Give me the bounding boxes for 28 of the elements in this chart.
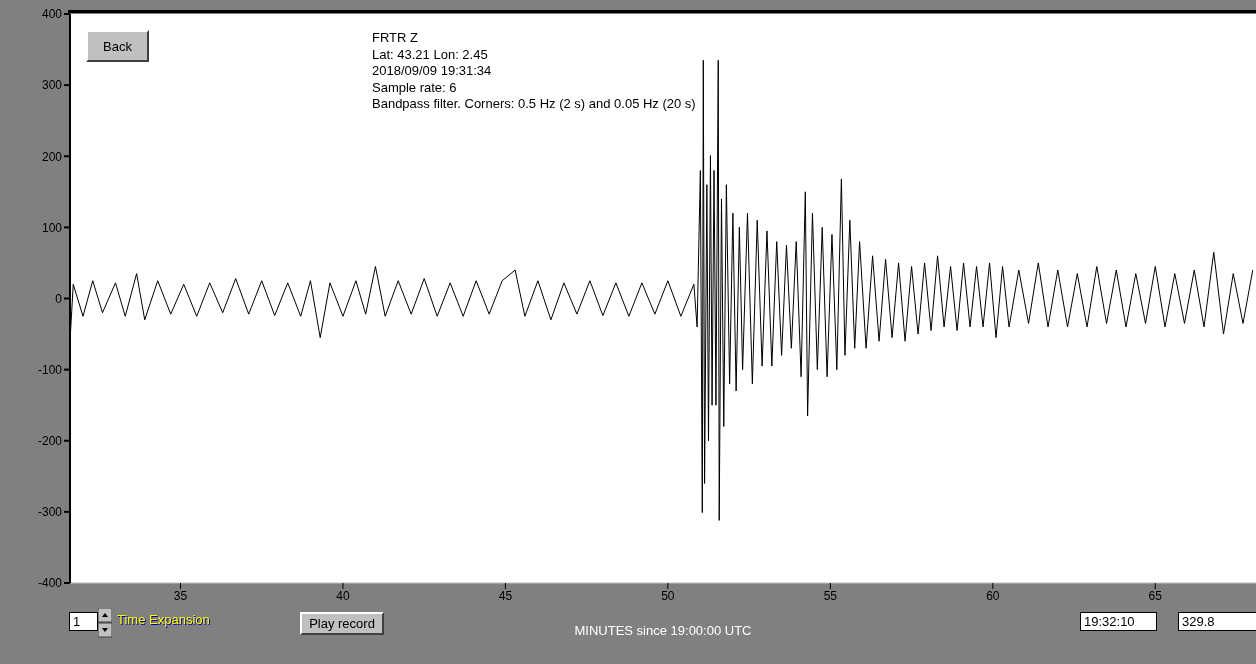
- back-button: Back: [86, 30, 149, 62]
- x-tick-label: 55: [823, 588, 838, 603]
- y-tick-label: -300: [37, 505, 63, 520]
- x-tick-label: 35: [173, 588, 188, 603]
- y-tick-label: -400: [37, 576, 63, 591]
- text: FRTR Z: [372, 30, 419, 47]
- annotation: 2018/09/09 19:31:34: [372, 63, 493, 80]
- x-tick-label: 40: [336, 588, 350, 603]
- x-tick-label: 45: [498, 588, 513, 603]
- play-record-button: Play record: [300, 612, 384, 635]
- x-tick-label: 65: [1148, 588, 1163, 603]
- text: Time Expansion: [117, 612, 210, 627]
- x-tick-label: 50: [661, 588, 675, 603]
- y-tick-label: 300: [41, 78, 63, 93]
- y-tick-label: 400: [41, 7, 63, 22]
- x-tick-label: 60: [986, 588, 1000, 603]
- y-tick-label: 200: [41, 149, 63, 164]
- value-field: 329.8: [1178, 612, 1256, 631]
- y-tick-label: -100: [37, 362, 63, 377]
- annotation: Bandpass filter. Corners: 0.5 Hz (2 s) and 0.05 Hz (20 s): [372, 96, 696, 113]
- y-tick-label: 0: [55, 291, 63, 306]
- time-field: 19:32:10: [1080, 612, 1157, 631]
- y-tick-label: 100: [41, 220, 63, 235]
- x-axis-title: MINUTES since 19:00:00 UTC: [574, 623, 752, 638]
- annotation: Sample rate: 6: [372, 79, 458, 96]
- annotation: Lat: 43.21 Lon: 2.45: [372, 46, 489, 63]
- y-tick-label: -200: [37, 434, 63, 449]
- number-field: 1: [69, 612, 98, 631]
